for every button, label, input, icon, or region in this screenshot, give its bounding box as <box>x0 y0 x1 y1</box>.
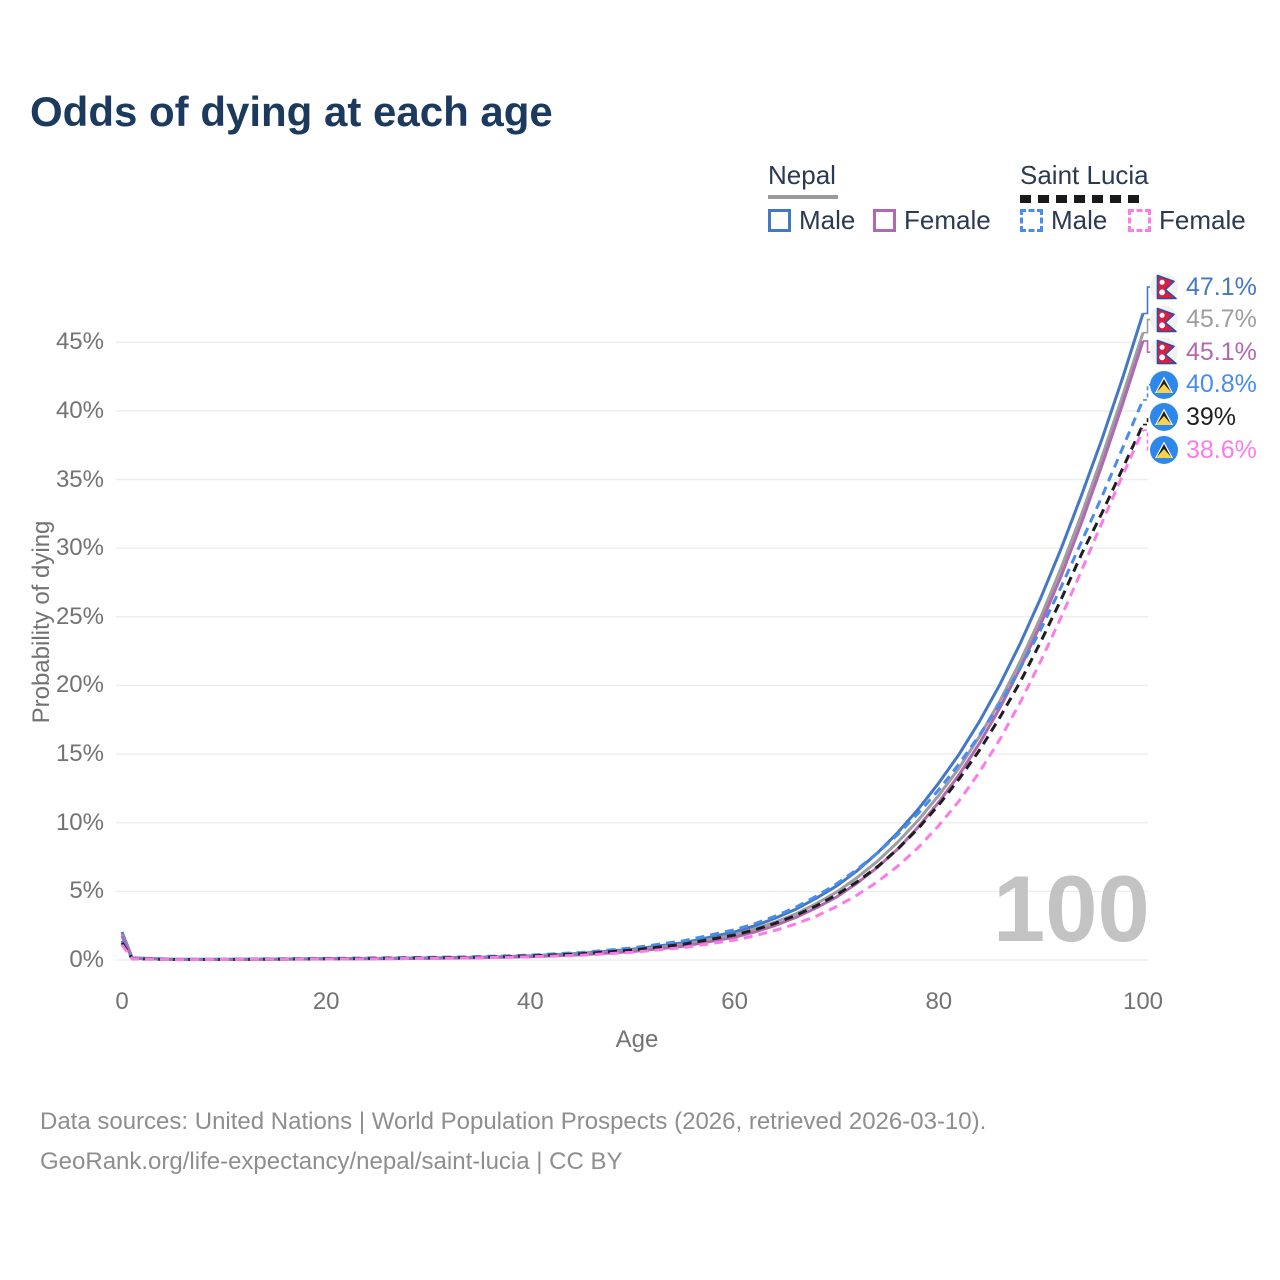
x-axis-title: Age <box>615 1026 659 1053</box>
legend-label-saint-lucia-male: Male <box>1051 205 1108 235</box>
y-tick-label: 35% <box>55 465 104 493</box>
legend-item-nepal-male[interactable]: Male <box>768 205 855 236</box>
legend-item-saint-lucia-female[interactable]: Female <box>1128 205 1246 236</box>
saint-lucia-flag-icon <box>1150 403 1178 432</box>
y-tick-label: 40% <box>55 396 104 424</box>
legend-label-nepal-female: Female <box>904 205 991 235</box>
legend-label-nepal-male: Male <box>799 205 856 235</box>
x-tick-label: 100 <box>1122 988 1164 1015</box>
y-tick-label: 20% <box>55 671 104 699</box>
y-tick-label: 0% <box>69 946 104 973</box>
legend-label-saint-lucia-female: Female <box>1159 205 1246 235</box>
y-tick-label: 10% <box>55 808 104 836</box>
legend-country-saint-lucia: Saint Lucia <box>1020 160 1149 190</box>
chart-title: Odds of dying at each age <box>30 88 553 135</box>
end-label-nepal-female: 45.1% <box>1150 337 1257 367</box>
legend-item-nepal-female[interactable]: Female <box>873 205 991 236</box>
end-label-nepal-male: 47.1% <box>1150 272 1257 302</box>
x-tick-label: 0 <box>115 988 129 1015</box>
legend-item-saint-lucia-male[interactable]: Male <box>1020 205 1107 236</box>
footer-attribution-link[interactable]: GeoRank.org/life-expectancy/nepal/saint-… <box>40 1148 623 1175</box>
x-tick-label: 80 <box>925 988 953 1015</box>
y-tick-label: 25% <box>55 602 104 630</box>
legend-group-saint-lucia: Saint Lucia <box>1020 160 1149 203</box>
legend-group-nepal: Nepal <box>768 160 838 199</box>
age-watermark: 100 <box>993 856 1150 961</box>
end-label-connector <box>1143 416 1151 426</box>
end-label-value: 38.6% <box>1186 435 1257 464</box>
nepal-flag-icon <box>1150 305 1178 334</box>
nepal-female-swatch-icon <box>873 209 896 232</box>
nepal-male-swatch-icon <box>768 209 791 232</box>
end-label-value: 45.1% <box>1186 337 1257 366</box>
end-label-connector <box>1143 340 1151 353</box>
saint-lucia-flag-icon <box>1150 370 1178 399</box>
series-line-saint-lucia-male[interactable] <box>120 399 1145 961</box>
end-label-nepal-both-sexes: 45.7% <box>1150 305 1257 335</box>
series-line-saint-lucia-female[interactable] <box>120 429 1145 962</box>
end-label-connector <box>1143 318 1151 334</box>
x-tick-label: 60 <box>721 988 748 1015</box>
end-label-saint-lucia-male: 40.8% <box>1150 370 1257 400</box>
legend-underline-nepal <box>768 195 838 199</box>
end-label-value: 39% <box>1186 402 1237 431</box>
nepal-flag-icon <box>1150 273 1178 301</box>
end-label-saint-lucia-female: 38.6% <box>1150 435 1257 465</box>
y-tick-label: 5% <box>69 877 104 905</box>
end-label-value: 47.1% <box>1186 272 1257 301</box>
x-tick-label: 40 <box>517 988 544 1015</box>
end-label-connector <box>1143 286 1151 315</box>
series-line-nepal-female[interactable] <box>120 340 1145 961</box>
y-tick-label: 30% <box>55 534 104 562</box>
y-tick-label: 45% <box>55 328 104 356</box>
end-label-connector <box>1143 384 1151 401</box>
end-label-connector <box>1143 429 1151 451</box>
saint-lucia-female-swatch-icon <box>1128 209 1151 232</box>
footer-data-sources: Data sources: United Nations | World Pop… <box>40 1108 987 1135</box>
end-label-value: 40.8% <box>1186 370 1257 399</box>
legend-country-nepal: Nepal <box>768 160 836 190</box>
saint-lucia-male-swatch-icon <box>1020 209 1043 232</box>
end-label-value: 45.7% <box>1186 305 1257 334</box>
x-tick-label: 20 <box>312 988 340 1015</box>
series-line-nepal-both-sexes[interactable] <box>120 332 1145 961</box>
legend-underline-saint-lucia <box>1020 195 1143 203</box>
y-tick-label: 15% <box>55 740 104 768</box>
saint-lucia-flag-icon <box>1150 436 1178 464</box>
series-line-saint-lucia-both-sexes[interactable] <box>120 423 1145 961</box>
nepal-flag-icon <box>1150 338 1178 367</box>
end-label-saint-lucia-both-sexes: 39% <box>1150 402 1236 432</box>
